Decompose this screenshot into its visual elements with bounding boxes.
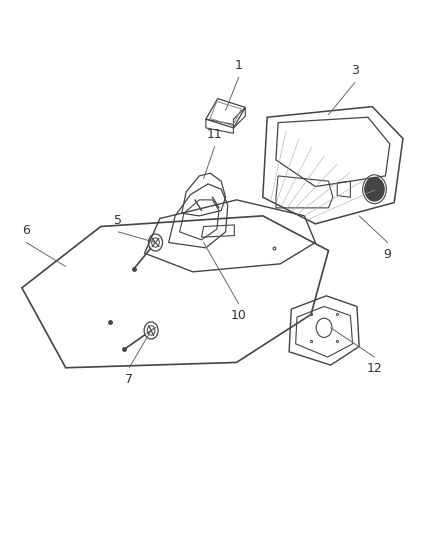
Text: 1: 1 [235, 59, 243, 72]
Text: 6: 6 [22, 224, 30, 237]
Text: 12: 12 [367, 362, 382, 375]
Circle shape [365, 177, 384, 201]
Text: 5: 5 [114, 214, 122, 227]
Text: 7: 7 [125, 373, 133, 386]
Text: 10: 10 [231, 309, 247, 322]
Text: 3: 3 [351, 64, 359, 77]
Text: 9: 9 [384, 248, 392, 261]
Text: 11: 11 [207, 128, 223, 141]
